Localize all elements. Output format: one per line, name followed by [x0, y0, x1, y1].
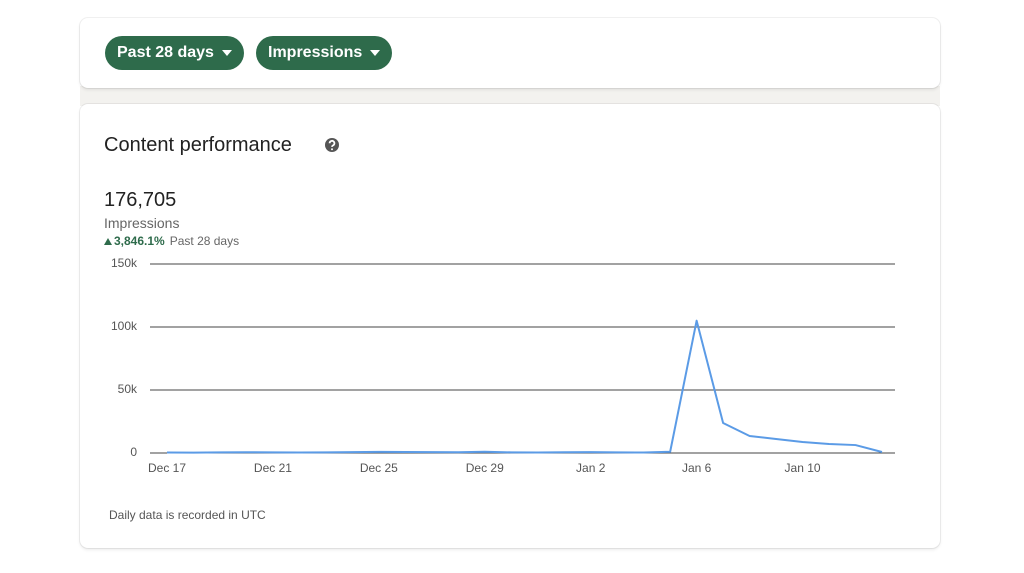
change: 3,846.1% Past 28 days — [104, 234, 239, 248]
up-arrow — [104, 237, 112, 245]
filter-label: Impressions — [268, 44, 363, 61]
x-tick-label: Dec 17 — [148, 461, 186, 475]
x-tick-label: Dec 21 — [254, 461, 292, 475]
x-tick-label: Jan 10 — [785, 461, 821, 475]
y-tick-label: 0 — [130, 445, 137, 459]
metric-filter[interactable]: Impressions — [256, 36, 393, 70]
x-tick-label: Dec 25 — [360, 461, 398, 475]
y-tick-label: 150k — [111, 256, 138, 270]
separator — [80, 86, 940, 106]
y-tick-label: 50k — [118, 382, 138, 396]
y-tick-label: 100k — [111, 319, 138, 333]
card-title: Content performance — [104, 134, 292, 156]
total-value: 176,705 — [104, 189, 177, 211]
filter-label: Past 28 days — [117, 44, 214, 61]
footnote: Daily data is recorded in UTC — [109, 508, 266, 522]
x-tick-label: Jan 2 — [576, 461, 606, 475]
change-period: Past 28 days — [169, 234, 240, 248]
change-percent: 3,846.1% — [114, 234, 165, 248]
filter-card: Past 28 days Impressions — [80, 18, 940, 88]
caret — [370, 50, 381, 56]
data-line — [166, 319, 883, 454]
performance-card: Content performance 176,705 Impressions … — [80, 104, 940, 548]
help-icon[interactable] — [324, 137, 340, 153]
period-filter[interactable]: Past 28 days — [105, 36, 244, 70]
x-tick-label: Jan 6 — [682, 461, 712, 475]
metric-name: Impressions — [104, 215, 180, 231]
caret — [221, 50, 232, 56]
x-tick-label: Dec 29 — [466, 461, 504, 475]
